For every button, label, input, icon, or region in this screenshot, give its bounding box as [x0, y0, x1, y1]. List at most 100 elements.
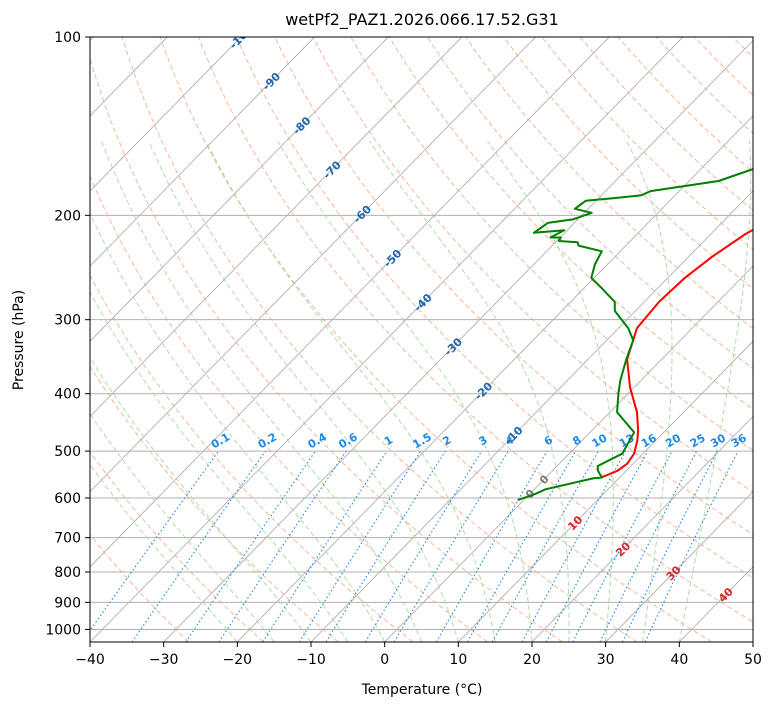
mixing-ratio-line	[435, 450, 548, 642]
mixing-ratio-line	[599, 450, 698, 642]
x-tick-label: 40	[670, 652, 688, 668]
moist-adiabat	[90, 291, 349, 642]
moist-adiabat	[205, 141, 496, 642]
dry-adiabat	[90, 56, 563, 642]
mixing-ratio-label: 16	[639, 431, 659, 450]
dry-adiabat	[312, 37, 753, 493]
moist-adiabat	[369, 141, 570, 642]
mixing-ratio-line	[393, 450, 509, 642]
mixing-ratio-line	[131, 450, 266, 642]
moist-adiabat	[90, 211, 386, 642]
isotherm-line	[679, 566, 753, 642]
mixing-ratio-label: 25	[688, 431, 708, 450]
dry-adiabat	[90, 533, 190, 642]
x-tick-label: 30	[597, 652, 615, 668]
moist-adiabat	[90, 463, 238, 642]
dry-adiabat	[197, 37, 753, 623]
isotherm-line	[237, 115, 753, 642]
mixing-ratio-line	[521, 450, 627, 642]
dewpoint-profile	[517, 167, 753, 502]
temperature-profile	[600, 228, 753, 479]
isotherm-line	[90, 37, 315, 267]
dry-adiabat	[274, 37, 753, 536]
plot-frame	[89, 36, 754, 643]
isotherm-line	[90, 37, 536, 493]
y-tick-label: 400	[54, 387, 81, 403]
mixing-ratio-line	[262, 450, 388, 642]
y-tick-label: 800	[54, 565, 81, 581]
mixing-ratio-label: 0.2	[256, 430, 279, 451]
dry-adiabat	[90, 274, 414, 642]
moist-adiabat	[678, 141, 752, 642]
isotherm-line	[458, 340, 753, 642]
mixing-ratio-line	[364, 450, 483, 642]
mixing-ratio-label: 1	[382, 433, 395, 448]
mixing-ratio-line	[621, 450, 718, 642]
mixing-ratio-label: 1.5	[411, 430, 434, 451]
isotherm-line	[531, 415, 753, 642]
dry-adiabat	[465, 37, 753, 329]
moist-adiabat	[626, 141, 673, 642]
mixing-ratio-line	[325, 450, 446, 642]
y-tick-label: 300	[54, 313, 81, 329]
isotherm-line	[90, 37, 242, 192]
y-tick-label: 900	[54, 595, 81, 611]
mixing-ratio-line	[185, 450, 316, 642]
isotherm-line	[90, 37, 610, 568]
dry-adiabat	[694, 37, 753, 96]
x-tick-label: 0	[380, 652, 389, 668]
x-axis-label: Temperature (°C)	[361, 682, 483, 698]
x-tick-label: −10	[296, 652, 326, 668]
x-tick-label: −40	[75, 652, 105, 668]
mixing-ratio-line	[90, 450, 220, 632]
y-tick-label: 1000	[45, 622, 81, 638]
isotherm-line	[163, 39, 753, 642]
x-tick-label: −20	[223, 652, 253, 668]
isotherm-line	[90, 37, 389, 342]
dry-adiabat	[90, 451, 264, 642]
moist-adiabat	[277, 141, 533, 642]
dry-adiabat	[90, 365, 339, 642]
mixing-ratio-label: 3	[477, 433, 490, 448]
dry-adiabat	[121, 37, 638, 642]
y-tick-label: 600	[54, 491, 81, 507]
moist-adiabat	[148, 141, 459, 642]
y-tick-label: 100	[54, 30, 81, 46]
mixing-ratio-label: 36	[729, 431, 749, 450]
isotherm-line	[310, 190, 753, 642]
mixing-ratio-line	[218, 450, 347, 642]
mixing-ratio-line	[467, 450, 577, 642]
mixing-ratio-label: 30	[708, 431, 728, 450]
moist-adiabat	[90, 356, 312, 642]
dry-adiabat	[655, 37, 753, 135]
isotherm-line	[605, 491, 753, 642]
mixing-ratio-label: 20	[663, 431, 683, 450]
y-axis-label: Pressure (hPa)	[11, 290, 27, 390]
x-tick-label: −30	[149, 652, 179, 668]
y-tick-label: 500	[54, 444, 81, 460]
mixing-ratio-label: 2	[440, 433, 453, 448]
x-tick-label: 20	[523, 652, 541, 668]
mixing-ratio-line	[491, 450, 599, 642]
isotherm-line	[384, 265, 753, 642]
x-tick-label: 10	[449, 652, 467, 668]
moist-adiabat	[90, 412, 275, 642]
isotherm-line	[752, 641, 753, 642]
dry-adiabat	[732, 37, 753, 58]
mixing-ratio-label: 10	[590, 431, 610, 450]
dry-adiabat	[350, 37, 753, 451]
mixing-ratio-line	[545, 450, 649, 642]
dry-adiabat	[236, 37, 753, 579]
dry-adiabat	[503, 37, 753, 290]
mixing-ratio-line	[298, 450, 422, 642]
isotherm-line	[90, 37, 684, 642]
dry-adiabat	[771, 37, 775, 642]
dry-adiabat	[159, 37, 712, 642]
isotherm-line	[90, 37, 463, 418]
moist-adiabat	[487, 141, 614, 642]
dry-adiabat	[579, 37, 753, 212]
mixing-ratio-label: 0.4	[306, 430, 330, 451]
moist-adiabat	[101, 141, 422, 642]
dry-adiabat	[426, 37, 753, 370]
